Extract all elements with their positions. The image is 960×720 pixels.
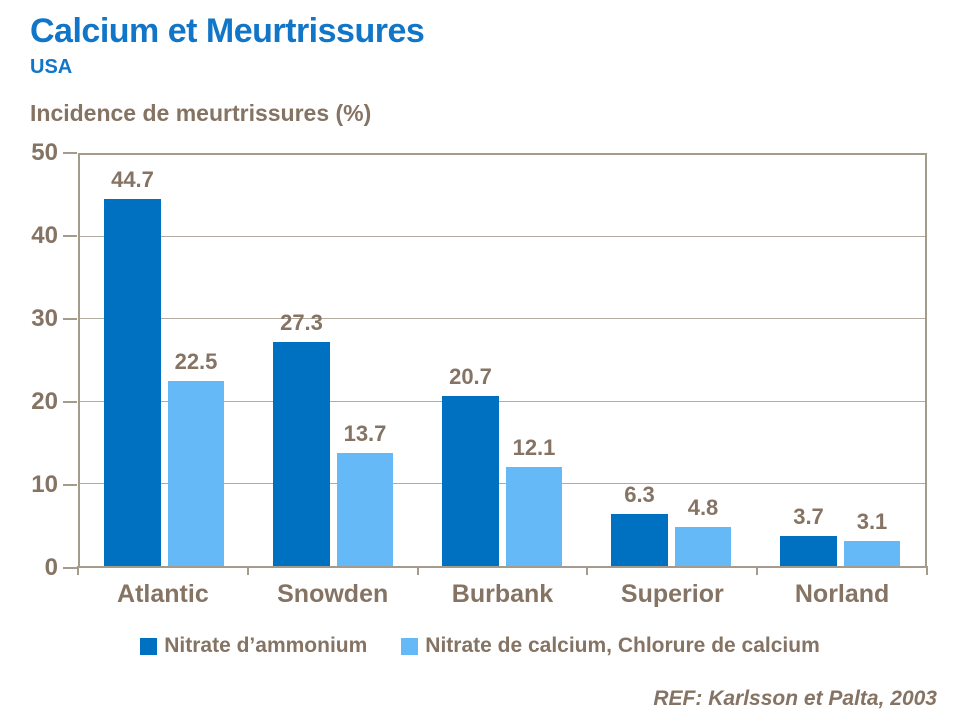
bar-nitrate-snowden — [337, 453, 393, 566]
slide-subtitle: USA — [30, 56, 73, 78]
y-tick-mark-0 — [63, 567, 77, 569]
chart-legend: Nitrate d’ammonium Nitrate de calcium, Ch… — [0, 634, 960, 658]
x-tick-mark-2 — [416, 566, 419, 575]
gridline-20 — [80, 400, 925, 402]
x-tick-mark-3 — [586, 566, 589, 575]
bar-nitrate-superior — [675, 526, 731, 566]
bar-value-label: 44.7 — [111, 166, 154, 192]
y-tick-label-50: 50 — [31, 139, 58, 166]
gridline-30 — [80, 318, 925, 320]
bar-nitrate-atlantic — [168, 381, 224, 566]
legend-label-series2: Nitrate de calcium, Chlorure de calcium — [425, 634, 820, 657]
plot-area: 44.7 27.3 20.7 6.3 3.7 22.5 13.7 12.1 4.8 3.1 — [78, 153, 927, 568]
gridline-10 — [80, 482, 925, 484]
bar-nitrate-snowden — [273, 341, 330, 566]
y-tick-label-20: 20 — [31, 388, 58, 415]
bar-value-label: 22.5 — [174, 349, 218, 375]
x-axis-label-burbank: Burbank — [451, 580, 554, 608]
x-tick-mark-1 — [246, 566, 249, 575]
x-axis-label-atlantic: Atlantic — [117, 580, 209, 608]
bar-value-label: 27.3 — [280, 309, 323, 335]
gridline-40 — [80, 236, 925, 238]
legend-item-series1: Nitrate d’ammonium — [140, 634, 367, 658]
bar-value-label: 6.3 — [624, 482, 655, 508]
x-tick-mark-0 — [77, 566, 79, 575]
slide-title: Calcium et Meurtrissures — [30, 12, 425, 50]
bar-value-label: 3.1 — [856, 508, 888, 534]
y-tick-label-40: 40 — [31, 222, 58, 249]
y-axis-title: Incidence de meurtrissures (%) — [30, 100, 372, 126]
bar-nitrate-norland — [844, 540, 900, 566]
bar-nitrate-atlantic — [104, 198, 161, 566]
y-tick-label-30: 30 — [31, 305, 58, 332]
bar-value-label: 12.1 — [512, 434, 556, 460]
legend-item-series2: Nitrate de calcium, Chlorure de calcium — [401, 634, 820, 658]
x-axis-label-snowden: Snowden — [277, 580, 389, 608]
bar-nitrate-superior — [611, 514, 668, 566]
bar-value-label: 20.7 — [449, 363, 492, 389]
x-axis-label-superior: Superior — [620, 580, 724, 608]
y-tick-label-10: 10 — [31, 471, 58, 498]
legend-swatch-series2 — [401, 637, 419, 655]
y-tick-mark-40 — [63, 235, 77, 237]
bar-value-label: 3.7 — [793, 503, 824, 529]
x-axis-label-norland: Norland — [794, 580, 890, 608]
x-tick-mark-5 — [926, 566, 928, 575]
y-tick-label-0: 0 — [44, 554, 58, 581]
legend-swatch-series1 — [140, 637, 158, 655]
bar-nitrate-norland — [780, 535, 837, 566]
legend-label-series1: Nitrate d’ammonium — [164, 634, 368, 657]
y-tick-mark-50 — [63, 152, 77, 154]
reference-text: REF: Karlsson et Palta, 2003 — [653, 687, 937, 710]
x-tick-mark-4 — [756, 566, 759, 575]
y-tick-mark-20 — [63, 401, 77, 403]
bar-value-label: 4.8 — [687, 494, 719, 520]
bar-nitrate-burbank — [506, 466, 562, 566]
y-tick-mark-10 — [63, 484, 77, 486]
bar-nitrate-burbank — [442, 395, 499, 566]
y-tick-mark-30 — [63, 318, 77, 320]
bar-value-label: 13.7 — [343, 421, 387, 447]
